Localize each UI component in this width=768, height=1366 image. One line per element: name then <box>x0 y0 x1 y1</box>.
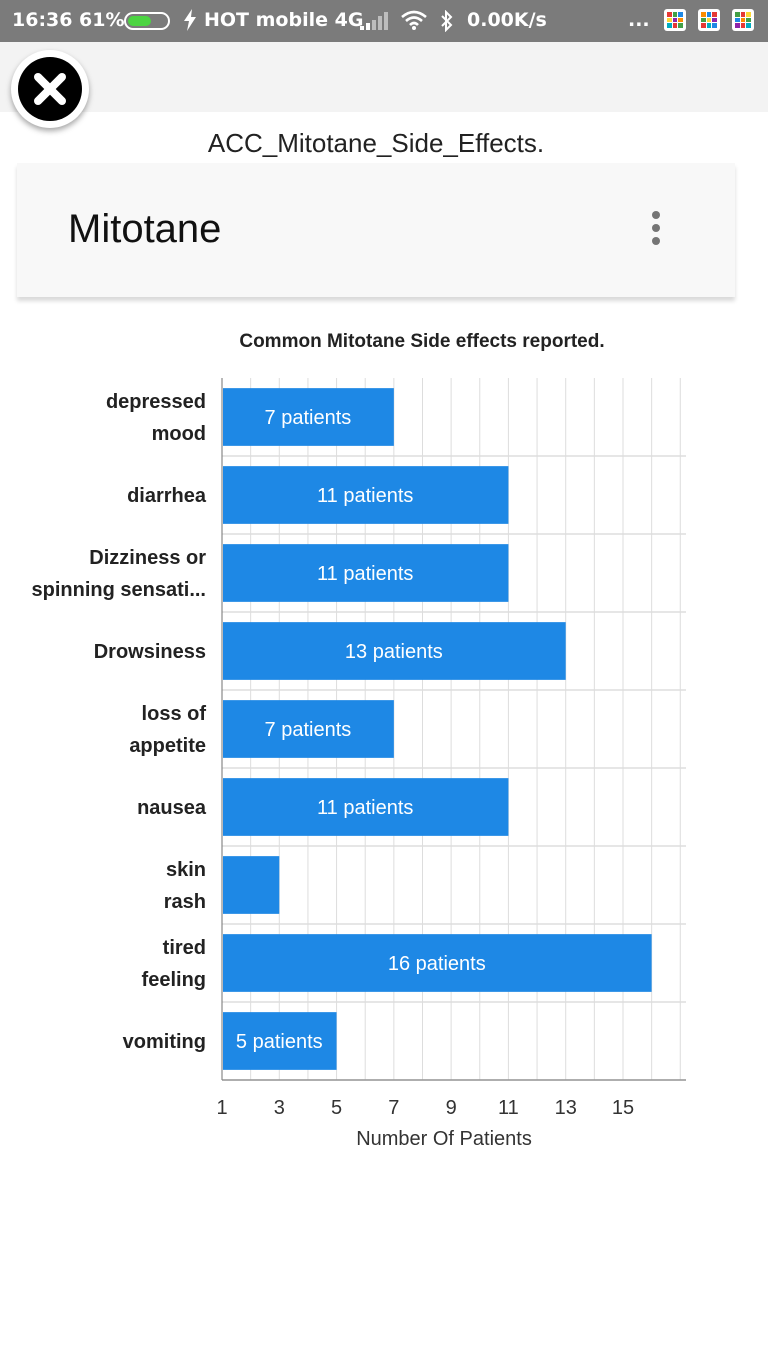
x-tick-label: 3 <box>274 1097 285 1119</box>
card-title: Mitotane <box>68 207 222 251</box>
x-tick-label: 9 <box>446 1097 457 1119</box>
bar-data-label: 7 patients <box>265 719 352 741</box>
x-tick-label: 11 <box>498 1097 519 1119</box>
x-tick-label: 1 <box>216 1097 227 1119</box>
status-time: 16:36 <box>12 9 73 31</box>
category-label: appetite <box>129 735 206 757</box>
category-label: loss of <box>142 703 207 725</box>
bar-data-label: 11 patients <box>317 563 413 585</box>
bar-chart: Common Mitotane Side effects reported. 7 … <box>0 320 768 1160</box>
bar <box>223 856 280 914</box>
bar-data-label: 16 patients <box>388 953 486 975</box>
bar-data-label: 7 patients <box>265 407 352 429</box>
notification-app-icon <box>698 9 720 31</box>
network-speed: 0.00K/s <box>467 9 547 31</box>
category-label: skin <box>166 859 206 881</box>
bar-data-label: 5 patients <box>236 1031 323 1053</box>
top-bar <box>0 42 768 112</box>
category-label: diarrhea <box>127 485 207 507</box>
category-label: vomiting <box>123 1031 206 1053</box>
overflow-indicator: ... <box>628 9 650 31</box>
category-label: feeling <box>142 969 206 991</box>
battery-percent: 61% <box>79 9 125 31</box>
bar-data-label: 11 patients <box>317 485 413 507</box>
category-label: depressed <box>106 391 206 413</box>
category-label: mood <box>152 423 206 445</box>
battery-icon <box>124 12 170 30</box>
bar-data-label: 11 patients <box>317 797 413 819</box>
notification-app-icon <box>732 9 754 31</box>
category-label: spinning sensati... <box>32 579 206 601</box>
bar <box>223 622 566 680</box>
category-label: nausea <box>137 797 207 819</box>
status-bar: 16:36 61% HOT mobile 4G 0.00K/s ... <box>0 0 768 42</box>
bar <box>223 700 394 758</box>
bar <box>223 1012 337 1070</box>
x-tick-label: 5 <box>331 1097 342 1119</box>
bar <box>223 466 509 524</box>
bar <box>223 388 394 446</box>
bluetooth-icon <box>440 9 454 37</box>
bar <box>223 544 509 602</box>
close-icon <box>18 57 82 121</box>
chart-title: Common Mitotane Side effects reported. <box>239 331 604 352</box>
category-label: tired <box>163 937 206 959</box>
document-title: ACC_Mitotane_Side_Effects. <box>207 128 545 158</box>
category-label: Dizziness or <box>89 547 206 569</box>
x-tick-label: 15 <box>612 1097 634 1119</box>
category-label: Drowsiness <box>94 641 206 663</box>
x-axis-title: Number Of Patients <box>356 1128 532 1150</box>
bar <box>223 934 652 992</box>
bolt-icon <box>183 9 197 36</box>
signal-icon <box>360 12 388 35</box>
x-tick-label: 13 <box>555 1097 577 1119</box>
wifi-icon <box>400 10 428 35</box>
x-tick-label: 7 <box>388 1097 399 1119</box>
notification-app-icon <box>664 9 686 31</box>
bar <box>223 778 509 836</box>
category-label: rash <box>164 891 206 913</box>
close-button[interactable] <box>11 50 89 128</box>
carrier-name: HOT mobile 4G <box>204 9 364 31</box>
bar-data-label: 13 patients <box>345 641 443 663</box>
header-card: Mitotane <box>17 163 735 297</box>
more-vert-icon[interactable] <box>649 211 663 251</box>
